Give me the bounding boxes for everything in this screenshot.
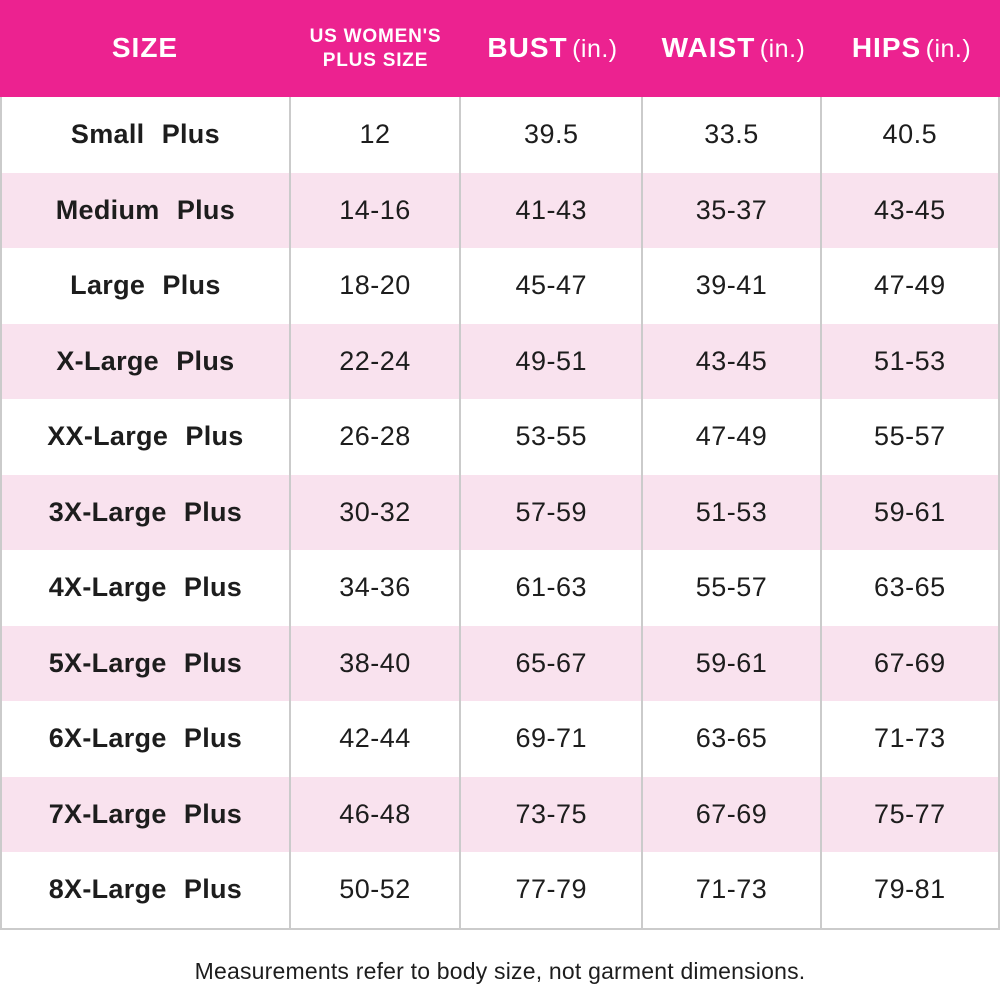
- size-label-cell: Medium Plus: [2, 172, 291, 248]
- table-row: X-Large Plus 22-24 49-51 43-45 51-53: [2, 323, 998, 399]
- header-waist-unit: (in.): [759, 35, 806, 64]
- header-plus-size-line1: US WOMEN'S: [309, 25, 442, 47]
- value-cell: 63-65: [643, 701, 822, 777]
- value-cell: 77-79: [461, 852, 644, 928]
- value-cell: 55-57: [874, 421, 946, 452]
- size-label-cell: 4X-Large Plus: [2, 550, 291, 626]
- table-row: 4X-Large Plus 34-36 61-63 55-57 63-65: [2, 550, 998, 626]
- value-cell: 50-52: [291, 852, 462, 928]
- value-cell: 34-36: [291, 550, 462, 626]
- value-cell: 73-75: [461, 776, 644, 852]
- value-cell: 49-51: [461, 323, 644, 399]
- value-cell: 69-71: [461, 701, 644, 777]
- value-cell: 67-69: [874, 647, 946, 678]
- size-label-cell: Small Plus: [2, 97, 291, 173]
- table-row: Small Plus 12 39.5 33.5 40.5: [2, 97, 998, 173]
- size-label-cell: 3X-Large Plus: [2, 474, 291, 550]
- value-cell: 40.5: [882, 119, 938, 150]
- value-cell: 79-81: [874, 874, 946, 905]
- value-cell: 45-47: [461, 248, 644, 324]
- value-cell: 61-63: [461, 550, 644, 626]
- value-cell: 26-28: [291, 399, 462, 475]
- header-cell-bust: BUST (in.): [461, 32, 644, 64]
- value-cell: 42-44: [291, 701, 462, 777]
- size-label-cell: 8X-Large Plus: [2, 852, 291, 928]
- size-label-cell: Large Plus: [2, 248, 291, 324]
- value-cell: 12: [291, 97, 462, 173]
- value-cell: 59-61: [874, 496, 946, 527]
- header-cell-size: SIZE: [0, 32, 290, 64]
- value-cell: 63-65: [874, 572, 946, 603]
- table-header: SIZE US WOMEN'S PLUS SIZE BUST (in.) WAI…: [0, 0, 1000, 97]
- value-cell: 14-16: [291, 172, 462, 248]
- size-label-cell: X-Large Plus: [2, 323, 291, 399]
- table-row: 8X-Large Plus 50-52 77-79 71-73 79-81: [2, 852, 998, 928]
- value-cell: 57-59: [461, 474, 644, 550]
- header-cell-plus-size: US WOMEN'S PLUS SIZE: [290, 25, 461, 73]
- table-row: Large Plus 18-20 45-47 39-41 47-49: [2, 248, 998, 324]
- header-cell-waist: WAIST (in.): [644, 32, 823, 64]
- value-cell: 35-37: [643, 172, 822, 248]
- size-label-cell: 5X-Large Plus: [2, 625, 291, 701]
- header-plus-size-line2: PLUS SIZE: [322, 49, 429, 71]
- header-waist-label: WAIST: [661, 32, 756, 64]
- value-cell: 30-32: [291, 474, 462, 550]
- value-cell: 43-45: [874, 194, 946, 225]
- header-bust-unit: (in.): [572, 35, 618, 64]
- value-cell: 59-61: [643, 625, 822, 701]
- header-size-label: SIZE: [111, 32, 179, 64]
- value-cell: 67-69: [643, 776, 822, 852]
- value-cell: 65-67: [461, 625, 644, 701]
- value-cell: 43-45: [643, 323, 822, 399]
- value-cell: 22-24: [291, 323, 462, 399]
- value-cell: 33.5: [643, 97, 822, 173]
- value-cell: 38-40: [291, 625, 462, 701]
- value-cell: 55-57: [643, 550, 822, 626]
- table-body: Small Plus 12 39.5 33.5 40.5 Medium Plus 14-16…: [0, 97, 1000, 930]
- value-cell: 46-48: [291, 776, 462, 852]
- size-label-cell: XX-Large Plus: [2, 399, 291, 475]
- table-row: Medium Plus 14-16 41-43 35-37 43-45: [2, 172, 998, 248]
- footnote: Measurements refer to body size, not gar…: [194, 957, 806, 984]
- table-row: 3X-Large Plus 30-32 57-59 51-53 59-61: [2, 474, 998, 550]
- header-hips-unit: (in.): [925, 35, 972, 64]
- table-row: 6X-Large Plus 42-44 69-71 63-65 71-73: [2, 701, 998, 777]
- value-cell: 41-43: [461, 172, 644, 248]
- value-cell: 39.5: [461, 97, 644, 173]
- table-row: 7X-Large Plus 46-48 73-75 67-69 75-77: [2, 776, 998, 852]
- value-cell: 51-53: [643, 474, 822, 550]
- value-cell: 71-73: [874, 723, 946, 754]
- header-bust-label: BUST: [487, 32, 568, 64]
- value-cell: 47-49: [643, 399, 822, 475]
- value-cell: 47-49: [874, 270, 946, 301]
- value-cell: 18-20: [291, 248, 462, 324]
- value-cell: 53-55: [461, 399, 644, 475]
- size-label-cell: 6X-Large Plus: [2, 701, 291, 777]
- size-label-cell: 7X-Large Plus: [2, 776, 291, 852]
- value-cell: 71-73: [643, 852, 822, 928]
- value-cell: 39-41: [643, 248, 822, 324]
- header-hips-label: HIPS: [851, 32, 922, 64]
- value-cell: 51-53: [874, 345, 946, 376]
- table-row: XX-Large Plus 26-28 53-55 47-49 55-57: [2, 399, 998, 475]
- value-cell: 75-77: [874, 798, 946, 829]
- header-cell-hips: HIPS (in.): [823, 32, 1000, 64]
- table-row: 5X-Large Plus 38-40 65-67 59-61 67-69: [2, 625, 998, 701]
